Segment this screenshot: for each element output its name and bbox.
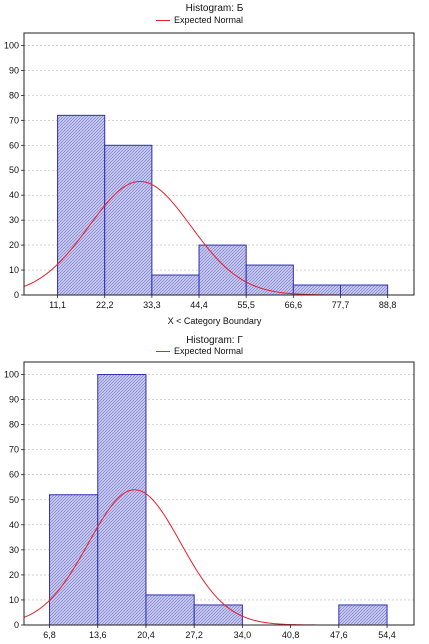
- legend-line-swatch: [156, 19, 170, 21]
- y-tick-label: 80: [9, 420, 19, 430]
- histogram-bar: [104, 144, 153, 296]
- y-tick-label: 50: [9, 495, 19, 505]
- legend-label: Expected Normal: [174, 15, 244, 25]
- histogram-bar: [49, 494, 99, 626]
- chart-title: Histogram: Г: [186, 335, 243, 346]
- x-tick-label: 11,1: [49, 300, 66, 310]
- y-tick-label: 50: [9, 165, 19, 175]
- histogram-bar: [145, 594, 195, 626]
- y-tick-label: 100: [4, 40, 19, 50]
- y-tick-label: 0: [14, 620, 19, 630]
- y-tick-label: 30: [9, 545, 19, 555]
- chart-legend: Expected Normal: [156, 15, 243, 25]
- y-tick-label: 20: [9, 240, 19, 250]
- histogram-bar: [198, 244, 247, 296]
- x-tick-label: 66,6: [285, 300, 303, 310]
- x-tick-label: 88,8: [379, 300, 397, 310]
- y-tick-label: 10: [9, 595, 19, 605]
- plot-frame: [23, 32, 415, 296]
- legend-label: Expected Normal: [174, 346, 244, 356]
- y-tick-label: 40: [9, 190, 19, 200]
- y-tick-label: 70: [9, 445, 19, 455]
- histogram-b-panel: Histogram: Б Expected Normal 0 10 20 30 40 50…: [4, 3, 415, 326]
- x-tick-label: 54,4: [378, 630, 396, 640]
- histogram-g-plot: 0 10 20 30 40 50 60 70 80 90 100 6,8 13,6 20,4 27,2 34,…: [4, 361, 415, 640]
- y-tick-label: 90: [9, 395, 19, 405]
- histogram-b-plot: 0 10 20 30 40 50 60 70 80 90 100 11,1 22,2 33,3 44,4 55…: [4, 32, 415, 310]
- histogram-bar: [193, 604, 243, 626]
- x-tick-label: 27,2: [185, 630, 203, 640]
- y-tick-label: 90: [9, 65, 19, 75]
- x-tick-label: 22,2: [96, 300, 114, 310]
- y-tick-label: 60: [9, 470, 19, 480]
- histogram-bar: [338, 604, 388, 626]
- chart-legend: Expected Normal: [156, 346, 243, 356]
- plot-frame: [23, 361, 415, 626]
- x-tick-label: 55,5: [237, 300, 255, 310]
- y-tick-label: 40: [9, 520, 19, 530]
- y-tick-label: 0: [14, 290, 19, 300]
- x-axis-label: X < Category Boundary: [167, 316, 262, 326]
- x-tick-label: 77,7: [332, 300, 350, 310]
- x-tick-label: 34,0: [234, 630, 252, 640]
- x-tick-label: 13,6: [89, 630, 107, 640]
- histogram-bar: [340, 284, 389, 296]
- y-tick-label: 10: [9, 265, 19, 275]
- x-tick-label: 47,6: [330, 630, 348, 640]
- histogram-bar: [57, 114, 106, 296]
- y-tick-label: 70: [9, 115, 19, 125]
- y-tick-label: 80: [9, 90, 19, 100]
- x-tick-label: 44,4: [190, 300, 208, 310]
- x-tick-label: 40,8: [282, 630, 300, 640]
- y-tick-label: 30: [9, 215, 19, 225]
- y-tick-label: 100: [4, 370, 19, 380]
- histogram-bar: [97, 374, 147, 626]
- x-tick-label: 33,3: [143, 300, 161, 310]
- chart-title: Histogram: Б: [185, 3, 244, 14]
- histogram-bar: [151, 274, 200, 296]
- y-tick-label: 20: [9, 570, 19, 580]
- histogram-bar: [292, 284, 342, 296]
- legend-line-swatch: [156, 350, 170, 352]
- histogram-bar: [245, 264, 294, 296]
- histogram-g-panel: Histogram: Г Expected Normal 0 10 20 30 40 50…: [0, 333, 429, 644]
- y-tick-label: 60: [9, 140, 19, 150]
- x-tick-label: 20,4: [137, 630, 155, 640]
- x-tick-label: 6,8: [43, 630, 56, 640]
